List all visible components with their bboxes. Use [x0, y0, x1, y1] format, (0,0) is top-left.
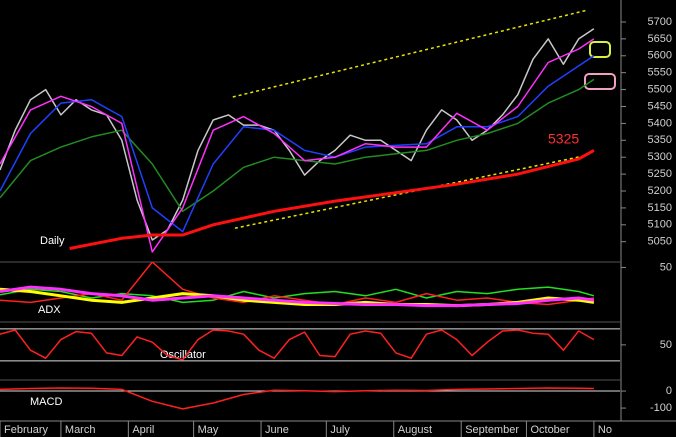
x-tick-label: August: [398, 424, 432, 436]
annotation: 5325: [548, 131, 579, 147]
y-tick-label: 5600: [648, 50, 672, 62]
panel-label: Daily: [40, 235, 65, 247]
y-tick-label: 5450: [648, 100, 672, 112]
series-line: [0, 285, 595, 308]
x-tick-label: October: [530, 424, 569, 436]
series-line: [0, 28, 595, 241]
series-line: [0, 329, 595, 361]
x-tick-label: No: [598, 424, 612, 436]
y-tick-label: 5500: [648, 83, 672, 95]
series-line: [0, 38, 595, 253]
y-tick-label: 5300: [648, 151, 672, 163]
y-tick-label: 5350: [648, 134, 672, 146]
y-tick-label: 5550: [648, 67, 672, 79]
y-tick-label: 0: [666, 385, 672, 397]
y-tick-label: 5250: [648, 168, 672, 180]
series-line: [69, 149, 595, 250]
x-tick-label: June: [265, 424, 289, 436]
series-line: [0, 387, 594, 410]
y-tick-label: 50: [660, 261, 672, 273]
series-line: [0, 55, 595, 233]
panel-label: Oscillator: [160, 349, 206, 361]
y-tick-label: 5650: [648, 33, 672, 45]
y-tick-label: 5200: [648, 185, 672, 197]
x-tick-label: September: [465, 424, 519, 436]
marker-box: [589, 41, 611, 58]
marker-box: [584, 73, 616, 90]
panel-label: ADX: [38, 304, 61, 316]
x-tick-label: May: [198, 424, 219, 436]
x-tick-label: April: [132, 424, 154, 436]
y-tick-label: 50: [660, 339, 672, 351]
y-tick-label: 5700: [648, 16, 672, 28]
x-tick-label: July: [330, 424, 350, 436]
y-tick-label: 5050: [648, 236, 672, 248]
y-tick-label: 5400: [648, 117, 672, 129]
series-line: [232, 9, 588, 98]
x-tick-label: March: [65, 424, 96, 436]
panel-label: MACD: [30, 396, 62, 408]
y-tick-label: 5150: [648, 202, 672, 214]
y-tick-label: 5100: [648, 219, 672, 231]
y-tick-label: -100: [650, 402, 672, 414]
x-tick-label: February: [4, 424, 49, 436]
